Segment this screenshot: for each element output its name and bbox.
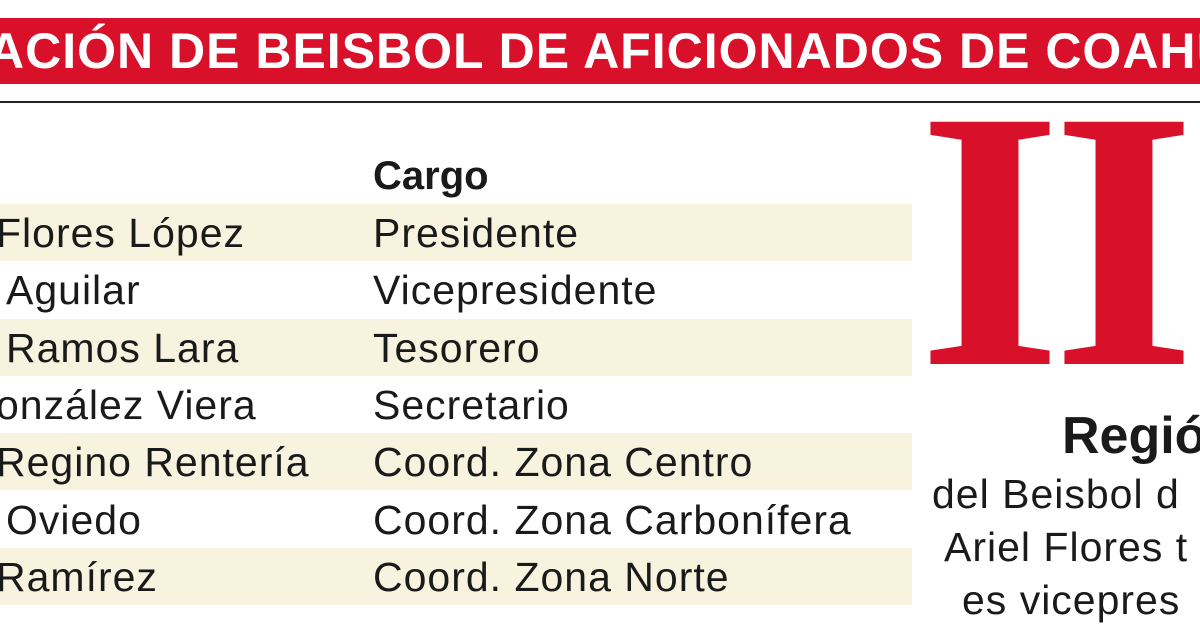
divider	[0, 101, 1200, 103]
name-cell: Ramos Lara	[6, 324, 240, 371]
cargo-cell: Coord. Zona Carbonífera	[373, 496, 852, 543]
table-row: Regino Rentería Coord. Zona Centro	[0, 433, 912, 491]
name-cell: Flores López	[0, 210, 246, 256]
name-cell: Regino Rentería	[0, 439, 310, 486]
cargo-cell: Tesorero	[373, 324, 541, 371]
table-row: Ramos Lara Tesorero	[0, 318, 912, 376]
cargo-cell: Secretario	[373, 381, 570, 428]
table-row: onzález Viera Secretario	[0, 376, 912, 433]
table-row: Aguilar Vicepresidente	[0, 261, 912, 318]
cargo-cell: Coord. Zona Norte	[373, 553, 730, 600]
side-heading: Regió	[1062, 407, 1200, 465]
name-cell: Ramírez	[0, 553, 158, 600]
cargo-cell: Vicepresidente	[373, 267, 658, 314]
banner: ACIÓN DE BEISBOL DE AFICIONADOS DE COAHU…	[0, 18, 1200, 84]
name-cell: Aguilar	[6, 267, 141, 314]
table-row: Flores López Presidente	[0, 204, 912, 261]
column-header: Cargo	[373, 154, 489, 198]
cargo-cell: Presidente	[373, 210, 580, 256]
numeral: II	[918, 35, 1196, 445]
side-line: es vicepres	[962, 577, 1181, 623]
cargo-cell: Coord. Zona Centro	[373, 439, 754, 486]
name-cell: onzález Viera	[0, 381, 257, 428]
table-row: Ramírez Coord. Zona Norte	[0, 547, 912, 605]
table-row: Oviedo Coord. Zona Carbonífera	[0, 491, 912, 548]
name-cell: Oviedo	[6, 496, 142, 543]
side-line: del Beisbol d	[932, 471, 1180, 517]
banner-title: ACIÓN DE BEISBOL DE AFICIONADOS DE COAHU…	[0, 23, 1200, 79]
side-line: Ariel Flores t	[944, 524, 1189, 570]
